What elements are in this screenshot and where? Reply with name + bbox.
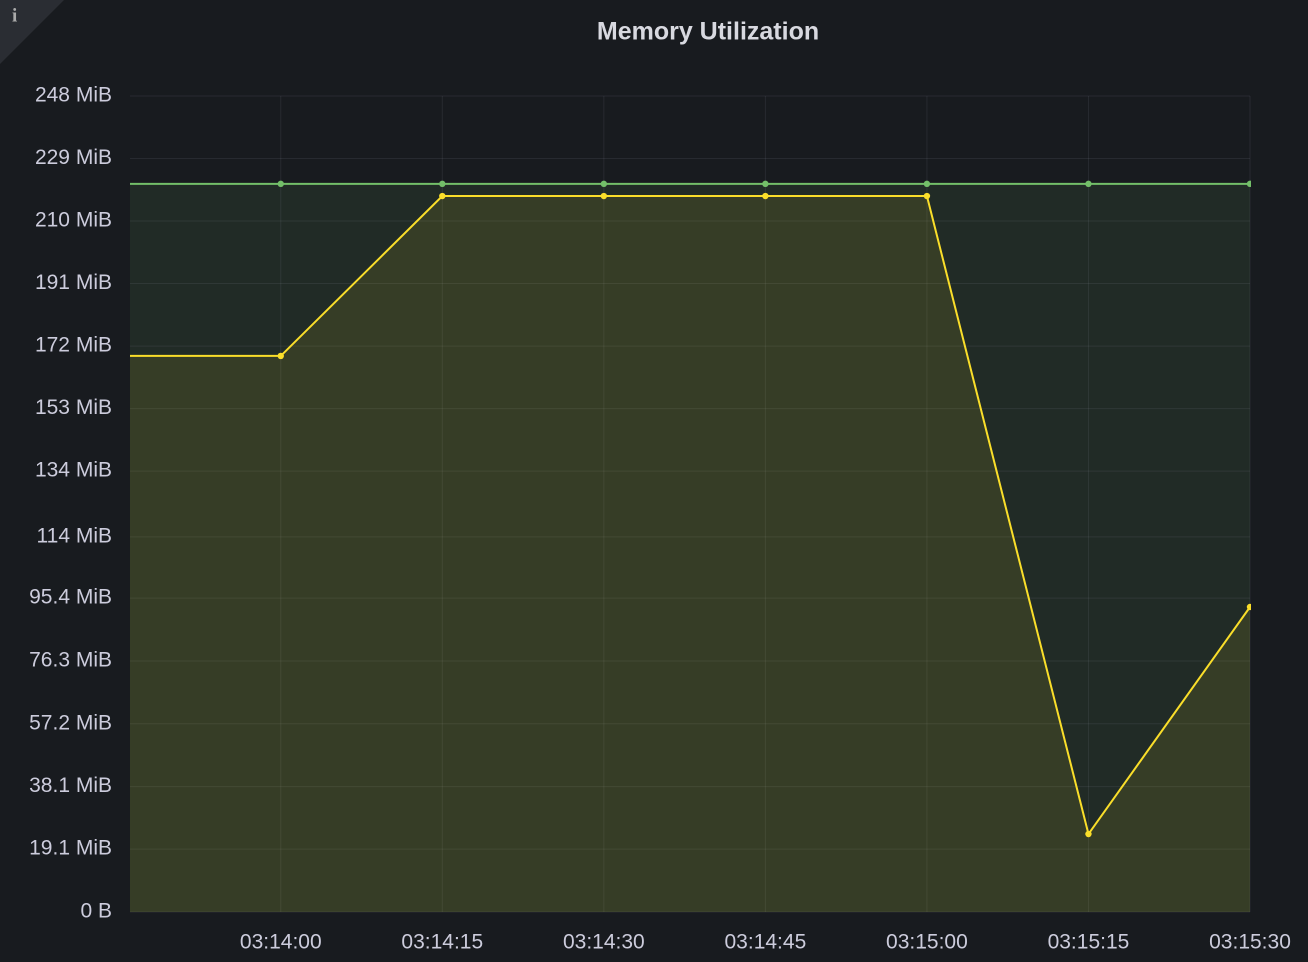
y-tick-label: 57.2 MiB	[29, 711, 112, 734]
x-tick-label: 03:15:30	[1209, 931, 1291, 954]
point	[116, 181, 122, 187]
x-tick-label: 03:14:15	[401, 931, 483, 954]
y-tick-label: 172 MiB	[35, 334, 112, 357]
point	[762, 192, 769, 200]
point	[762, 180, 769, 188]
y-tick-label: 19.1 MiB	[29, 837, 112, 860]
point	[1246, 603, 1251, 611]
y-tick-label: 229 MiB	[35, 146, 112, 169]
point	[1085, 830, 1092, 838]
axis-labels: 0 B 19.1 MiB 38.1 MiB 57.2 MiB 76.3 MiB 95.4 …	[29, 84, 1291, 954]
y-tick-label: 134 MiB	[35, 459, 112, 482]
point	[277, 352, 284, 360]
y-tick-label: 0 B	[80, 900, 112, 923]
x-tick-label: 03:15:00	[886, 931, 968, 954]
info-icon[interactable]: i	[12, 5, 17, 26]
x-tick-label: 03:14:00	[240, 931, 322, 954]
y-tick-label: 191 MiB	[35, 271, 112, 294]
x-tick-label: 03:14:45	[725, 931, 807, 954]
y-tick-label: 38.1 MiB	[29, 774, 112, 797]
y-tick-label: 95.4 MiB	[29, 586, 112, 609]
point	[277, 180, 284, 188]
point	[600, 180, 608, 188]
point	[116, 353, 122, 359]
point	[1085, 180, 1092, 188]
y-tick-label: 210 MiB	[35, 209, 112, 232]
grid	[130, 95, 1251, 913]
info-corner[interactable]	[0, 0, 64, 64]
y-tick-label: 248 MiB	[35, 84, 112, 107]
chart-title: Memory Utilization	[597, 18, 819, 46]
point	[923, 180, 931, 188]
x-tick-label: 03:14:30	[563, 931, 645, 954]
point	[439, 192, 446, 200]
point	[923, 192, 931, 200]
plot-area	[116, 180, 1251, 912]
y-tick-label: 76.3 MiB	[29, 648, 112, 671]
point	[439, 180, 446, 188]
x-tick-label: 03:15:15	[1048, 931, 1130, 954]
area	[130, 196, 1250, 912]
y-tick-label: 114 MiB	[37, 524, 112, 547]
point	[600, 192, 608, 200]
line	[130, 195, 1251, 837]
y-tick-label: 153 MiB	[35, 396, 112, 419]
point	[1246, 180, 1251, 188]
